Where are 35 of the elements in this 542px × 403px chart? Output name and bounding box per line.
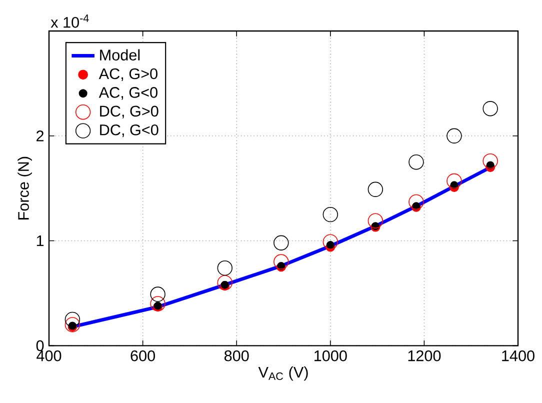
point	[482, 101, 498, 116]
point	[368, 182, 384, 197]
point	[482, 153, 498, 169]
point	[446, 128, 462, 144]
x-tick-label: 400	[36, 350, 62, 362]
y-axis-title: Force (N)	[18, 156, 32, 220]
point	[368, 213, 384, 228]
point	[322, 206, 338, 222]
point	[150, 296, 166, 312]
x-tick-label: 1000	[314, 350, 347, 362]
point	[408, 154, 424, 170]
point	[64, 312, 80, 328]
point	[150, 286, 166, 302]
legend-label: DC, G<0	[100, 124, 158, 138]
point	[446, 173, 462, 189]
point	[322, 234, 338, 250]
y-tick-label: 2	[36, 130, 44, 142]
point	[274, 235, 289, 250]
text: x 10$^{-4}$	[50, 14, 89, 28]
point	[217, 275, 232, 290]
point	[274, 254, 289, 270]
point	[217, 260, 232, 276]
y-tick-label: 0	[36, 340, 44, 352]
point	[408, 194, 424, 210]
x-tick-label: 1400	[502, 350, 534, 362]
legend-label: DC, G>0	[100, 106, 158, 118]
legend-label: AC, G>0	[98, 68, 158, 81]
y-tick-label: 1	[36, 236, 44, 246]
x-tick-label: 800	[224, 350, 249, 362]
legend-label: Model	[100, 49, 140, 60]
x-tick-label: 600	[130, 350, 155, 362]
point	[64, 317, 80, 332]
x-tick-label: 1200	[408, 350, 441, 362]
x-axis-title: V$_{AC}$ (V)	[258, 366, 308, 381]
legend-label: AC, G<0	[98, 87, 158, 100]
